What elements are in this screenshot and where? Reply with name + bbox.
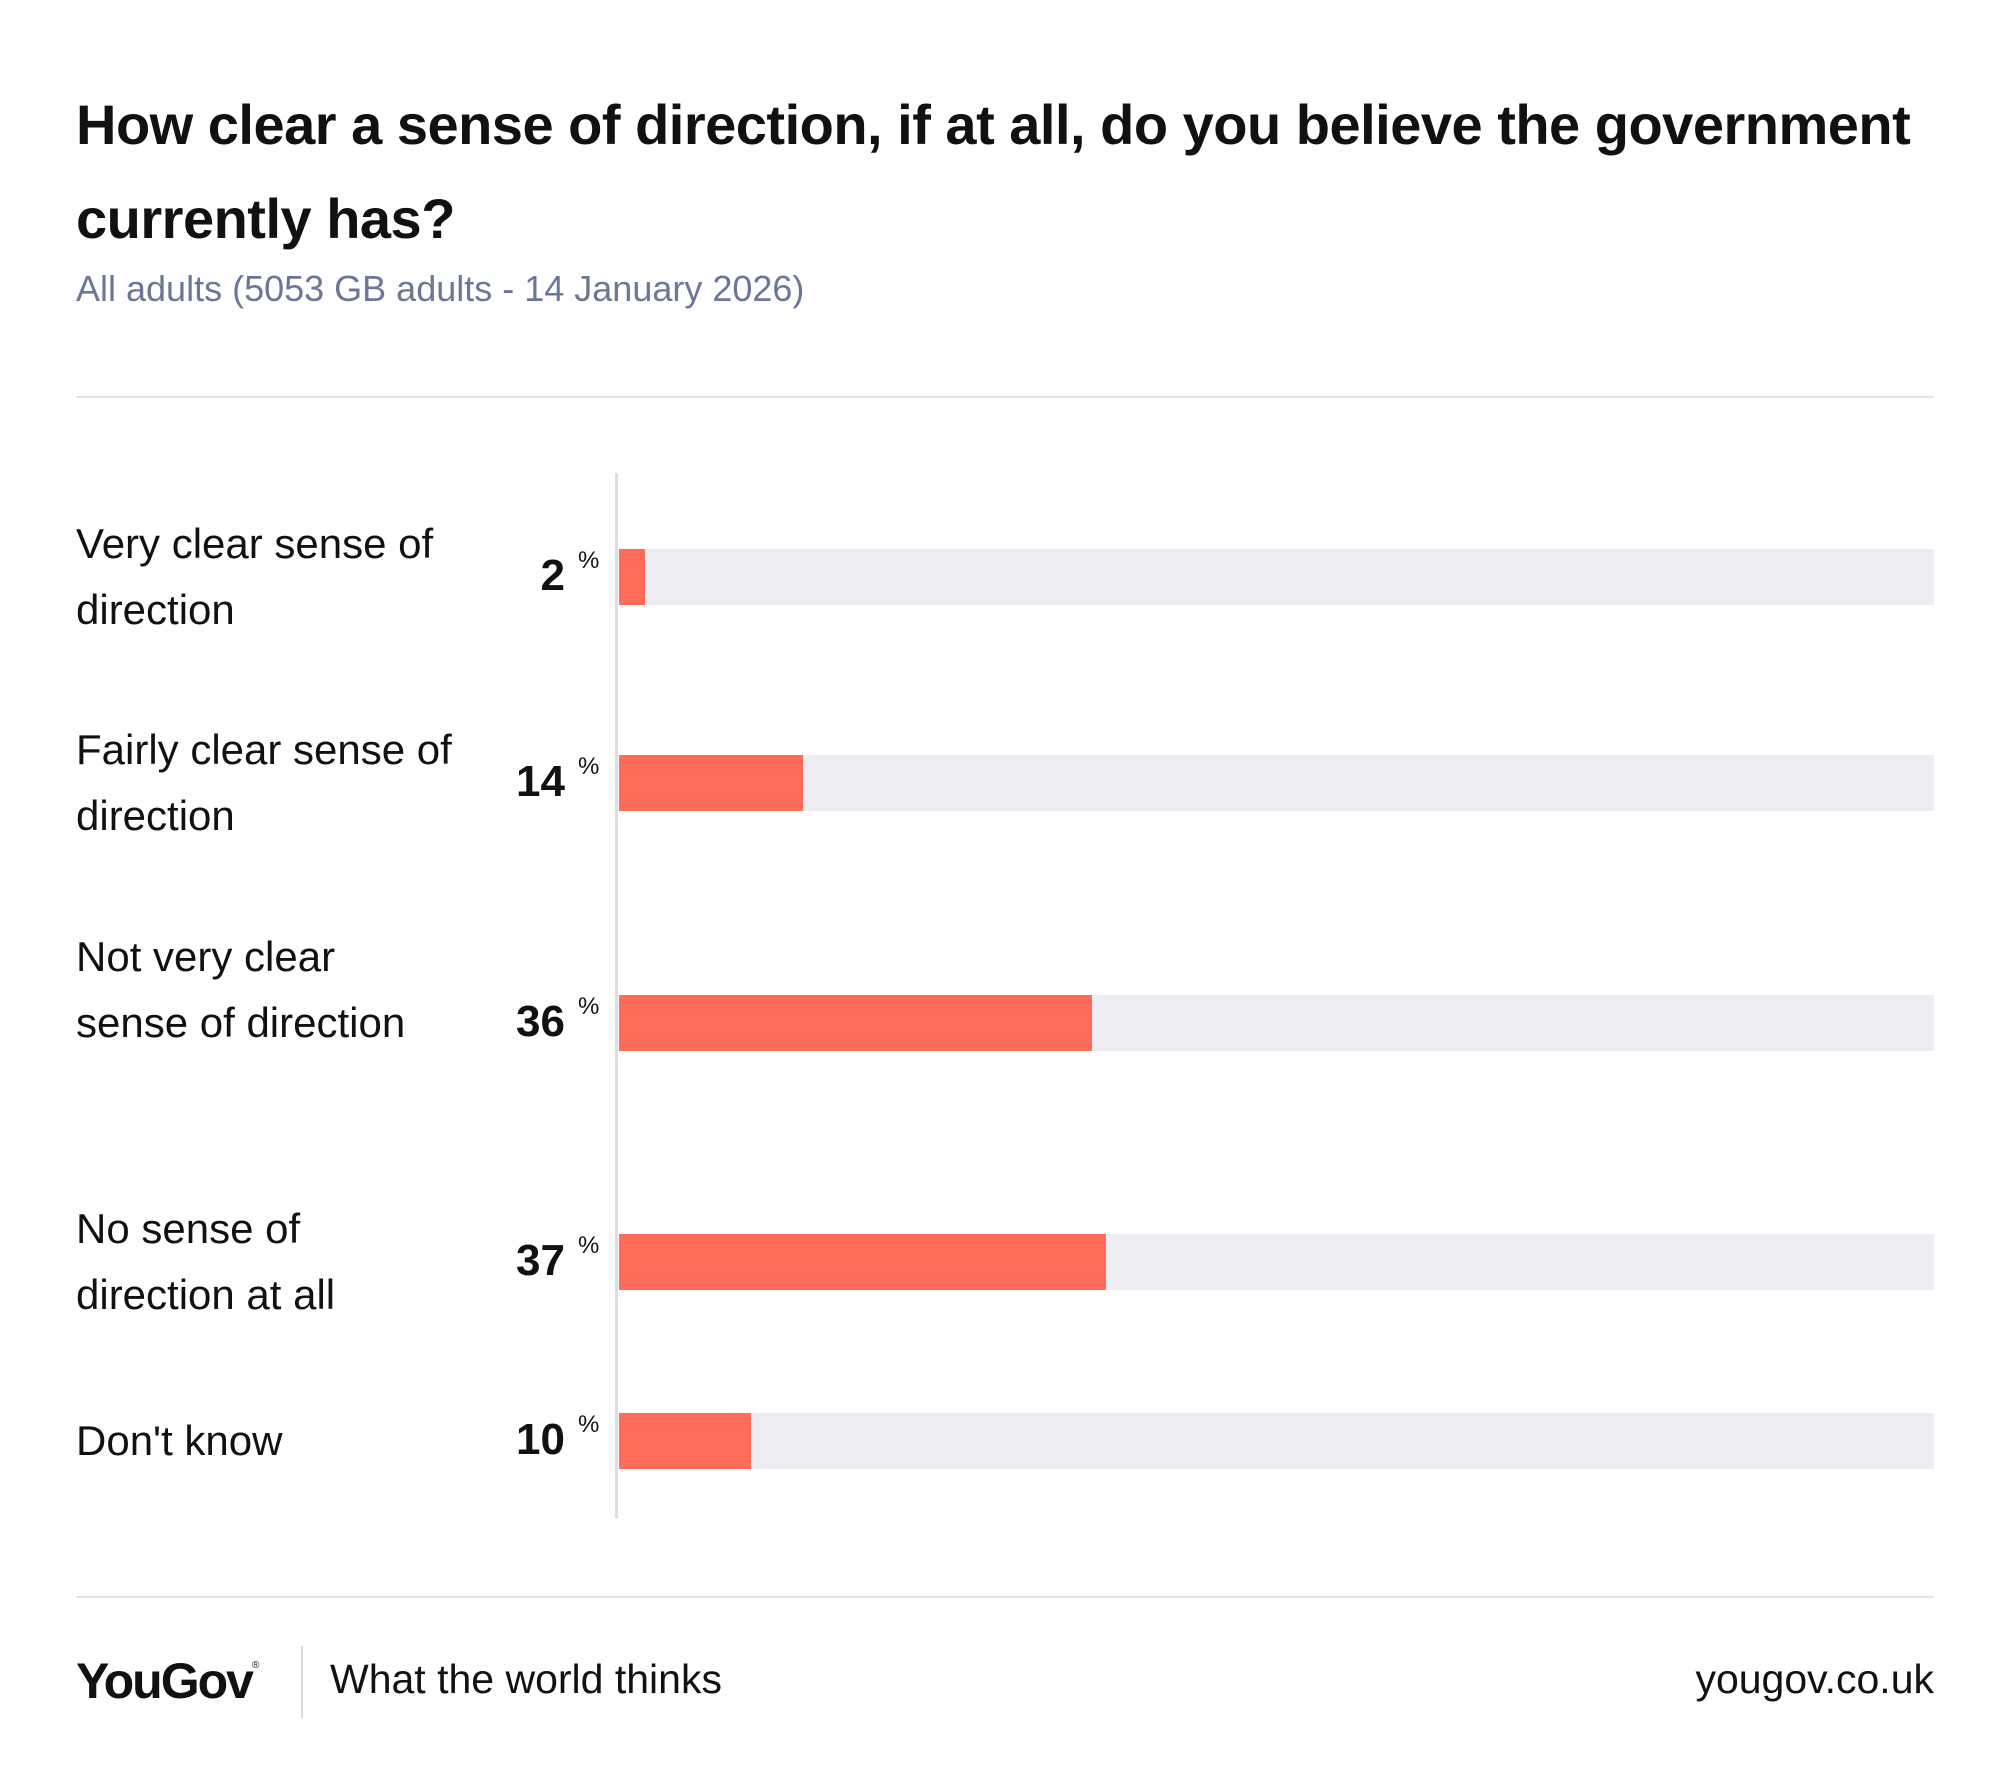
percent-sign: %	[578, 1411, 600, 1438]
footer-url[interactable]: yougov.co.uk	[1695, 1656, 1934, 1702]
bar	[619, 549, 646, 605]
bar	[619, 755, 804, 811]
axis-line	[615, 473, 618, 1518]
category-label: Not very clear sense of direction	[76, 933, 406, 1046]
bar	[619, 995, 1093, 1051]
value-label: 37	[516, 1236, 565, 1285]
bar-track	[619, 755, 1934, 811]
registered-mark: ®	[251, 1660, 260, 1671]
category-label: Very clear sense of direction	[76, 520, 434, 633]
bar-track	[619, 1413, 1934, 1469]
category-label: Fairly clear sense of direction	[76, 726, 452, 839]
value-label: 14	[516, 757, 565, 806]
footer-tagline: What the world thinks	[330, 1656, 722, 1702]
top-divider	[76, 396, 1934, 398]
category-label: No sense of direction at all	[76, 1205, 336, 1318]
chart-subtitle: All adults (5053 GB adults - 14 January …	[76, 268, 805, 309]
percent-sign: %	[578, 753, 600, 780]
value-label: 36	[516, 997, 565, 1046]
bar	[619, 1234, 1106, 1290]
category-label: Don't know	[76, 1417, 283, 1464]
bottom-divider	[76, 1596, 1934, 1598]
value-label: 10	[516, 1415, 565, 1464]
footer-separator	[301, 1646, 303, 1718]
percent-sign: %	[578, 993, 600, 1020]
percent-sign: %	[578, 547, 600, 574]
bar	[619, 1413, 751, 1469]
bar-track	[619, 549, 1934, 605]
value-label: 2	[540, 551, 565, 600]
percent-sign: %	[578, 1232, 600, 1259]
chart-title: How clear a sense of direction, if at al…	[76, 93, 1911, 250]
yougov-logo: YouGov®	[76, 1653, 260, 1709]
